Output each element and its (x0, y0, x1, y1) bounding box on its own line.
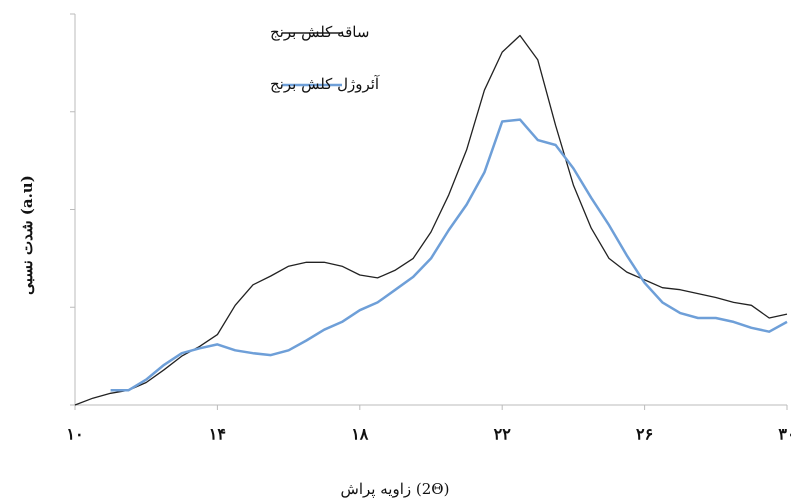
legend-label: آئروژل کلش برنج (270, 75, 380, 93)
x-tick-label: ۲۲ (494, 425, 512, 444)
x-axis-label: زاویه پراش (2Θ) (341, 480, 450, 498)
y-axis-label: شدت نسبی (a.u) (18, 175, 36, 295)
legend-label: ساقه کلش برنج (270, 23, 369, 41)
series-line (74, 34, 788, 406)
x-tick-label: ۱۴ (209, 425, 226, 444)
x-tick-label: ۲۶ (636, 425, 653, 444)
series-line (110, 118, 788, 392)
x-tick-label: ۱۰ (66, 425, 83, 444)
x-tick-label: ۳۰ (778, 425, 791, 444)
x-tick-label: ۱۸ (351, 425, 369, 444)
